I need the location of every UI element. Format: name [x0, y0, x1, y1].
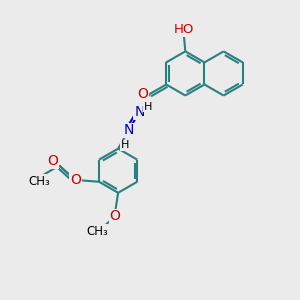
Text: CH₃: CH₃ — [28, 175, 50, 188]
Text: H: H — [143, 102, 152, 112]
Text: H: H — [120, 140, 129, 150]
Text: O: O — [138, 87, 148, 101]
Text: CH₃: CH₃ — [87, 225, 108, 238]
Text: N: N — [124, 123, 134, 137]
Text: N: N — [134, 105, 145, 119]
Text: O: O — [47, 154, 58, 168]
Text: O: O — [110, 209, 121, 223]
Text: HO: HO — [174, 23, 194, 36]
Text: O: O — [70, 173, 81, 187]
